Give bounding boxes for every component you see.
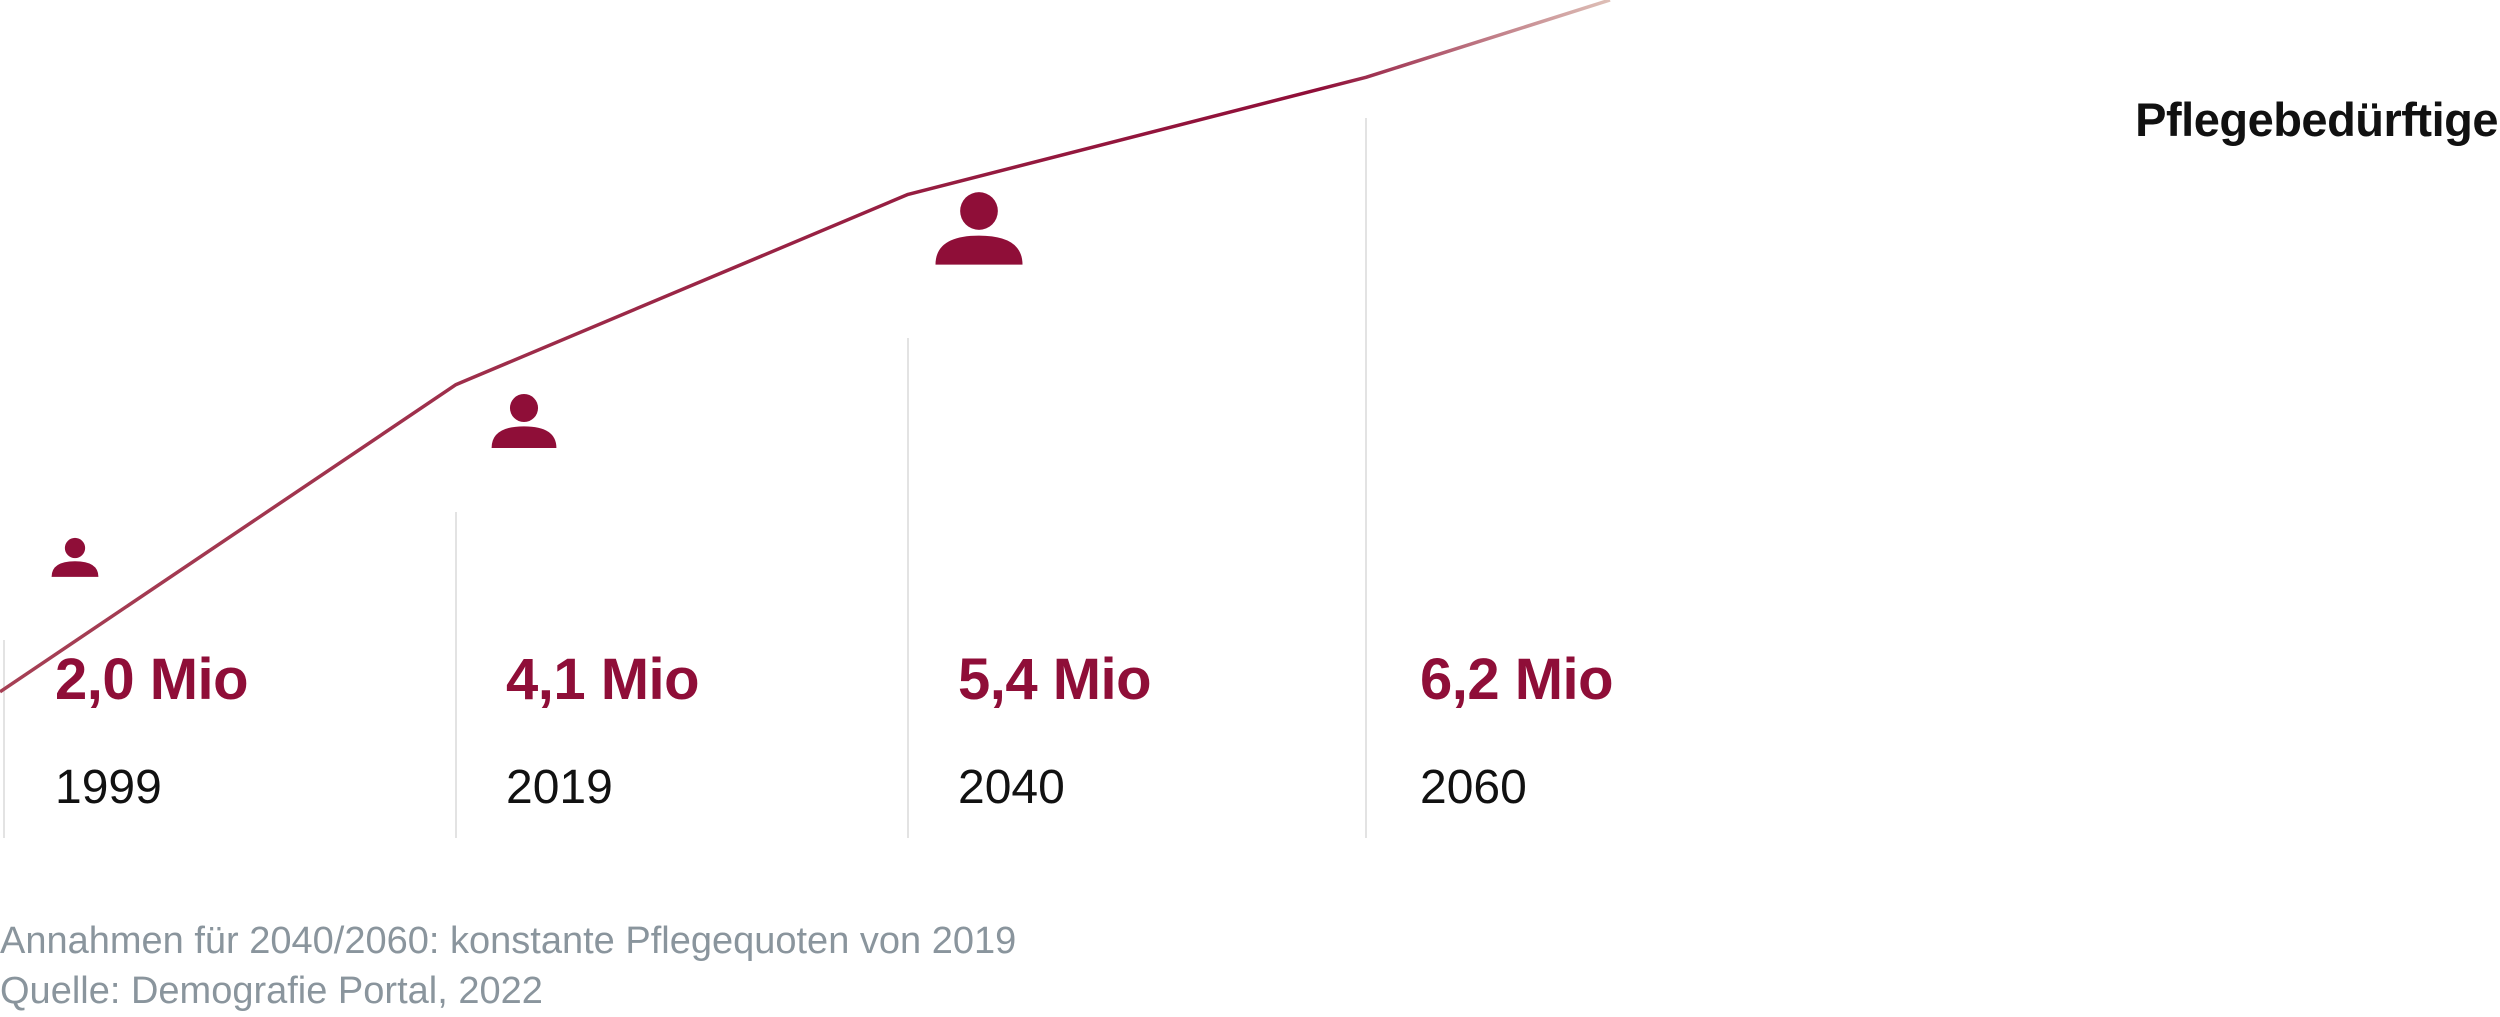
year-label-2040: 2040 (958, 761, 1065, 814)
series-line-pflegebeduerftige (0, 0, 1611, 694)
year-label-2060: 2060 (1420, 761, 1527, 814)
person-icons (51, 192, 1023, 577)
value-label-2060: 6,2 Mio (1420, 647, 1614, 712)
person-icon (935, 192, 1023, 265)
person-icon (491, 393, 557, 448)
value-label-2019: 4,1 Mio (506, 647, 700, 712)
divider-lines (3, 118, 1367, 838)
value-label-2040: 5,4 Mio (958, 647, 1152, 712)
year-label-1999: 1999 (55, 761, 162, 814)
footnote-note: Annahmen für 2040/2060: konstante Pflege… (0, 920, 1017, 962)
legend-label: Pflegebedürftige (2135, 93, 2498, 146)
value-label-1999: 2,0 Mio (55, 647, 249, 712)
year-label-2019: 2019 (506, 761, 613, 814)
footnote-source: Quelle: Demografie Portal, 2022 (0, 970, 543, 1012)
person-icon (51, 537, 99, 577)
